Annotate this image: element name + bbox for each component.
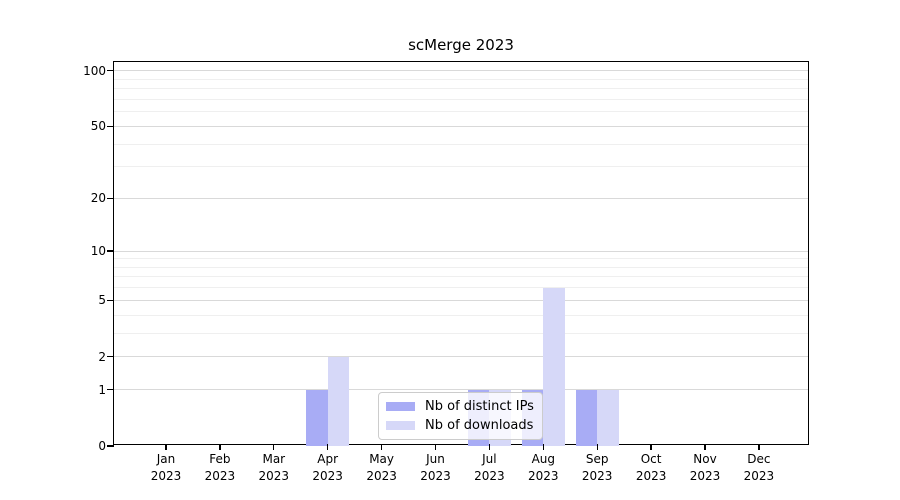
minor-gridline [114, 287, 808, 289]
minor-gridline [114, 266, 808, 268]
major-gridline [114, 299, 808, 301]
major-gridline [114, 125, 808, 127]
major-gridline [114, 70, 808, 72]
x-axis-tick [596, 444, 598, 450]
bar-distinct-ips-apr [306, 389, 328, 446]
y-axis-tick [107, 445, 114, 447]
year-label: 2023 [474, 468, 505, 483]
month-label: Apr [317, 452, 339, 466]
x-axis-tick-label: Oct 2023 [616, 451, 686, 484]
y-axis-tick-label: 100 [83, 63, 106, 78]
major-gridline [114, 356, 808, 358]
x-axis-tick-label: Dec 2023 [724, 451, 794, 484]
y-axis-tick [107, 356, 114, 358]
minor-gridline [114, 78, 808, 80]
x-axis-tick-label: Nov 2023 [670, 451, 740, 484]
month-label: May [369, 452, 394, 466]
minor-gridline [114, 332, 808, 334]
month-label: Jul [482, 452, 497, 466]
y-axis-tick [107, 197, 114, 200]
x-axis-tick [273, 444, 275, 450]
month-label: Dec [747, 452, 771, 466]
year-label: 2023 [635, 468, 667, 483]
year-label: 2023 [150, 468, 182, 483]
month-label: Mar [262, 452, 286, 466]
x-axis-tick-label: May 2023 [347, 451, 417, 484]
month-label: Aug [531, 452, 556, 466]
x-axis-tick-label: Jul 2023 [454, 451, 524, 484]
y-axis-tick [107, 299, 114, 301]
legend-label-downloads: Nb of downloads [425, 418, 534, 433]
month-label: Oct [640, 452, 662, 466]
plot-area: Nb of distinct IPs Nb of downloads 0 1 2 5 1… [83, 61, 809, 483]
major-gridline [114, 389, 808, 391]
legend-swatch-downloads [386, 420, 415, 431]
minor-gridline [114, 143, 808, 145]
x-axis-tick [542, 444, 544, 450]
year-label: 2023 [420, 468, 451, 483]
major-gridline [114, 250, 808, 252]
legend-item-distinct-ips: Nb of distinct IPs [386, 398, 534, 415]
year-label: 2023 [366, 468, 397, 483]
month-label: Jan [156, 452, 176, 466]
legend-item-downloads: Nb of downloads [386, 417, 534, 434]
major-gridline [114, 197, 808, 199]
year-label: 2023 [581, 468, 613, 483]
minor-gridline [114, 88, 808, 90]
y-axis-tick [107, 70, 114, 72]
y-axis-tick-label: 0 [98, 439, 106, 453]
y-axis-tick-label: 5 [98, 293, 106, 308]
x-axis-tick [219, 444, 221, 450]
x-axis-tick-label: Feb 2023 [185, 451, 255, 484]
minor-gridline [114, 166, 808, 168]
minor-gridline [114, 314, 808, 316]
minor-gridline [114, 276, 808, 278]
year-label: 2023 [258, 468, 290, 483]
minor-gridline [114, 98, 808, 100]
bar-downloads-sep [597, 389, 619, 446]
x-axis-tick-label: Apr 2023 [293, 451, 363, 484]
y-axis-tick-label: 20 [90, 191, 106, 206]
x-axis-tick-label: Jan 2023 [131, 451, 201, 484]
legend: Nb of distinct IPs Nb of downloads [378, 392, 543, 440]
y-axis-tick [107, 125, 114, 127]
legend-swatch-distinct-ips [386, 401, 415, 412]
bar-downloads-apr [327, 356, 350, 446]
y-axis-tick [107, 250, 114, 252]
month-label: Sep [585, 452, 609, 466]
y-axis-tick-label: 2 [98, 349, 106, 364]
chart-title: scMerge 2023 [408, 36, 514, 54]
x-axis-tick [758, 444, 760, 450]
year-label: 2023 [689, 468, 721, 483]
y-axis-tick-label: 50 [90, 119, 106, 134]
x-axis-tick [488, 444, 491, 450]
x-axis-tick-label: Jun 2023 [401, 451, 471, 484]
x-axis-tick [327, 444, 329, 450]
x-axis-tick-label: Mar 2023 [239, 451, 309, 484]
x-axis-tick-label: Aug 2023 [508, 451, 578, 484]
month-label: Jun [426, 452, 445, 466]
bar-downloads-aug [543, 287, 565, 446]
year-label: 2023 [528, 468, 559, 483]
year-label: 2023 [743, 468, 775, 483]
x-axis-tick [165, 444, 167, 450]
minor-gridline [114, 258, 808, 260]
legend-label-distinct-ips: Nb of distinct IPs [425, 399, 534, 414]
x-axis-tick-label: Sep 2023 [562, 451, 632, 484]
month-label: Nov [693, 452, 717, 466]
y-axis-tick-label: 10 [90, 244, 106, 259]
x-axis-tick [380, 444, 383, 450]
y-axis-tick-label: 1 [98, 382, 106, 397]
year-label: 2023 [204, 468, 236, 483]
month-label: Feb [209, 452, 231, 466]
y-axis-tick [107, 388, 114, 391]
minor-gridline [114, 111, 808, 113]
x-axis-tick [434, 444, 437, 450]
x-axis-tick [650, 444, 652, 450]
x-axis-tick [704, 444, 706, 450]
bar-distinct-ips-sep [575, 389, 598, 446]
year-label: 2023 [312, 468, 343, 483]
